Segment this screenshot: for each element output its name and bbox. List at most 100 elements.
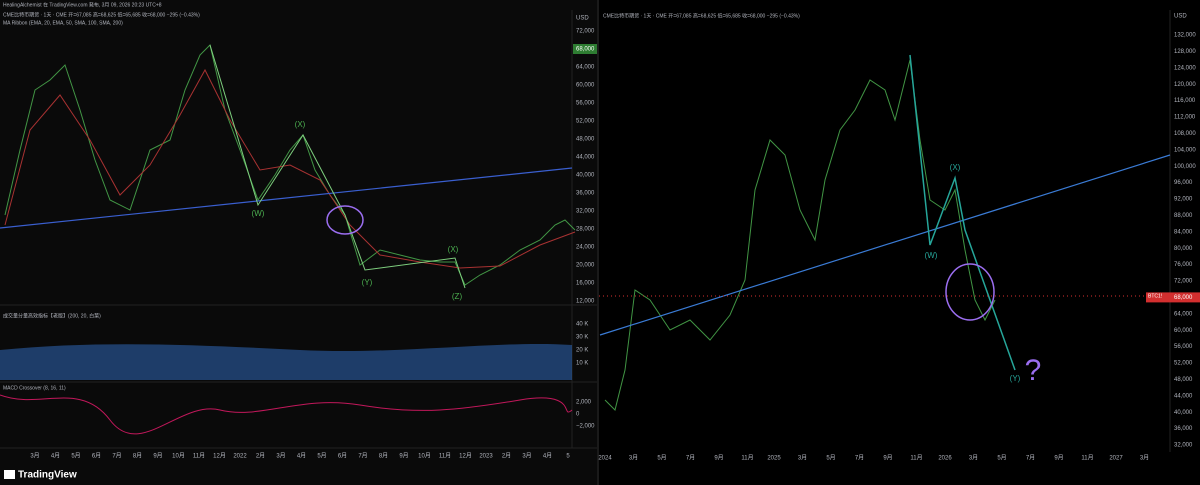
time-tick: 8月: [133, 453, 142, 460]
price-line: [4, 44, 576, 286]
time-tick: 10月: [172, 453, 185, 460]
price-tick: 44,000: [1174, 393, 1193, 399]
time-tick: 3月: [30, 453, 39, 460]
price-line: [604, 59, 996, 411]
price-tick: 56,000: [576, 101, 595, 107]
time-tick: 9月: [1054, 455, 1063, 462]
time-tick: 5月: [826, 455, 835, 462]
time-tick: 5月: [997, 455, 1006, 462]
currency: USD: [1174, 14, 1187, 20]
price-tick: 100,000: [1174, 164, 1196, 170]
wave-label: (Z): [452, 292, 463, 301]
symbol: CME比特币期货 · 1天 · CME 开=67,085 高=68,625 低=…: [603, 12, 800, 19]
price-tick: 36,000: [576, 191, 595, 197]
price-tick: 104,000: [1174, 147, 1196, 153]
price-tick: 16,000: [576, 281, 595, 287]
price-tick: 40,000: [576, 173, 595, 179]
time-tick: 5月: [657, 455, 666, 462]
price-tick: 112,000: [1174, 115, 1196, 121]
macd-tick: −2,000: [576, 424, 595, 430]
time-tick: 11月: [741, 455, 753, 462]
price-tick: 60,000: [1174, 328, 1193, 334]
highlight-circle: [326, 205, 364, 235]
price-tick: 96,000: [1174, 180, 1193, 186]
wave-line: [909, 54, 1016, 371]
time-tick: 2026: [938, 456, 952, 462]
time-tick: 11月: [193, 453, 205, 460]
indicator: MACD Crossover (8, 16, 11): [3, 385, 66, 391]
wave-label: (X): [448, 245, 459, 254]
time-tick: 2月: [256, 453, 265, 460]
price-tick: 24,000: [576, 245, 595, 251]
price-tick: 40,000: [1174, 410, 1193, 416]
time-tick: 7月: [112, 453, 121, 460]
price-tick: 132,000: [1174, 33, 1196, 39]
price-tick: 76,000: [1174, 262, 1193, 268]
volume-tick: 10 K: [576, 361, 588, 367]
price-tick: 68,000: [576, 47, 595, 53]
currency: USD: [576, 16, 589, 22]
time-tick: 12月: [213, 453, 226, 460]
price-tick: 108,000: [1174, 131, 1196, 137]
price-tick: 48,000: [1174, 377, 1193, 383]
time-tick: 7月: [1026, 455, 1035, 462]
price-tick: 44,000: [576, 155, 595, 161]
ma-line: [4, 68, 576, 269]
highlight-circle: [945, 263, 995, 321]
time-tick: 7月: [855, 455, 864, 462]
time-tick: 3月: [1140, 455, 1149, 462]
price-tick: 52,000: [1174, 361, 1193, 367]
wave-label: ?: [1025, 354, 1042, 387]
time-tick: 7月: [358, 453, 367, 460]
time-tick: 9月: [883, 455, 892, 462]
price-tick: 72,000: [1174, 279, 1193, 285]
time-tick: 3月: [629, 455, 638, 462]
wave-line: [209, 44, 466, 289]
trendline: [0, 167, 573, 229]
macd-tick: 0: [576, 412, 580, 418]
price-tick: 116,000: [1174, 98, 1196, 104]
volume-area: [0, 343, 572, 380]
indicator: 成交量分量高效指标【老版】(200, 20, 白菜): [3, 312, 101, 319]
price-tick: 20,000: [576, 263, 595, 269]
time-tick: 2027: [1109, 456, 1123, 462]
price-tick: 128,000: [1174, 49, 1196, 55]
time-tick: 2024: [598, 456, 612, 462]
time-tick: 9月: [714, 455, 723, 462]
brand: TradingView: [18, 470, 77, 481]
time-tick: 10月: [418, 453, 431, 460]
wave-label: (W): [252, 209, 265, 218]
price-tag-label: BTC1!: [1148, 293, 1162, 299]
price-tick: 64,000: [576, 65, 595, 71]
price-tick: 28,000: [576, 227, 595, 233]
time-tick: 8月: [379, 453, 388, 460]
time-tick: 9月: [399, 453, 408, 460]
price-tag: [573, 44, 597, 54]
price-tick: 64,000: [1174, 311, 1193, 317]
volume-tick: 20 K: [576, 348, 588, 354]
symbol: CME比特币期货 · 1天 · CME 开=67,085 高=68,625 低=…: [3, 11, 200, 18]
time-tick: 5月: [71, 453, 80, 460]
price-tick: 84,000: [1174, 229, 1193, 235]
time-tick: 3月: [522, 453, 531, 460]
volume-tick: 30 K: [576, 335, 588, 341]
time-tick: 11月: [910, 455, 922, 462]
wave-label: (X): [295, 120, 306, 129]
time-tick: 6月: [92, 453, 101, 460]
price-tick: 60,000: [576, 83, 595, 89]
indicator: MA Ribbon (EMA, 20, EMA, 50, SMA, 100, S…: [3, 20, 123, 26]
macd-tick: 2,000: [576, 400, 592, 406]
attribution: HealingAlchemist 在 TradingView.com 発布, 3…: [3, 1, 162, 8]
price-tick: 32,000: [576, 209, 595, 215]
time-tick: 2022: [233, 454, 247, 460]
price-tick: 120,000: [1174, 82, 1196, 88]
wave-label: (Y): [1010, 374, 1021, 383]
time-tick: 3月: [798, 455, 807, 462]
left-panel: [0, 0, 597, 485]
time-tick: 2月: [502, 453, 511, 460]
price-tick: 124,000: [1174, 65, 1196, 71]
time-tick: 11月: [439, 453, 451, 460]
right-panel: [599, 0, 1200, 485]
price-tick: 52,000: [576, 119, 595, 125]
